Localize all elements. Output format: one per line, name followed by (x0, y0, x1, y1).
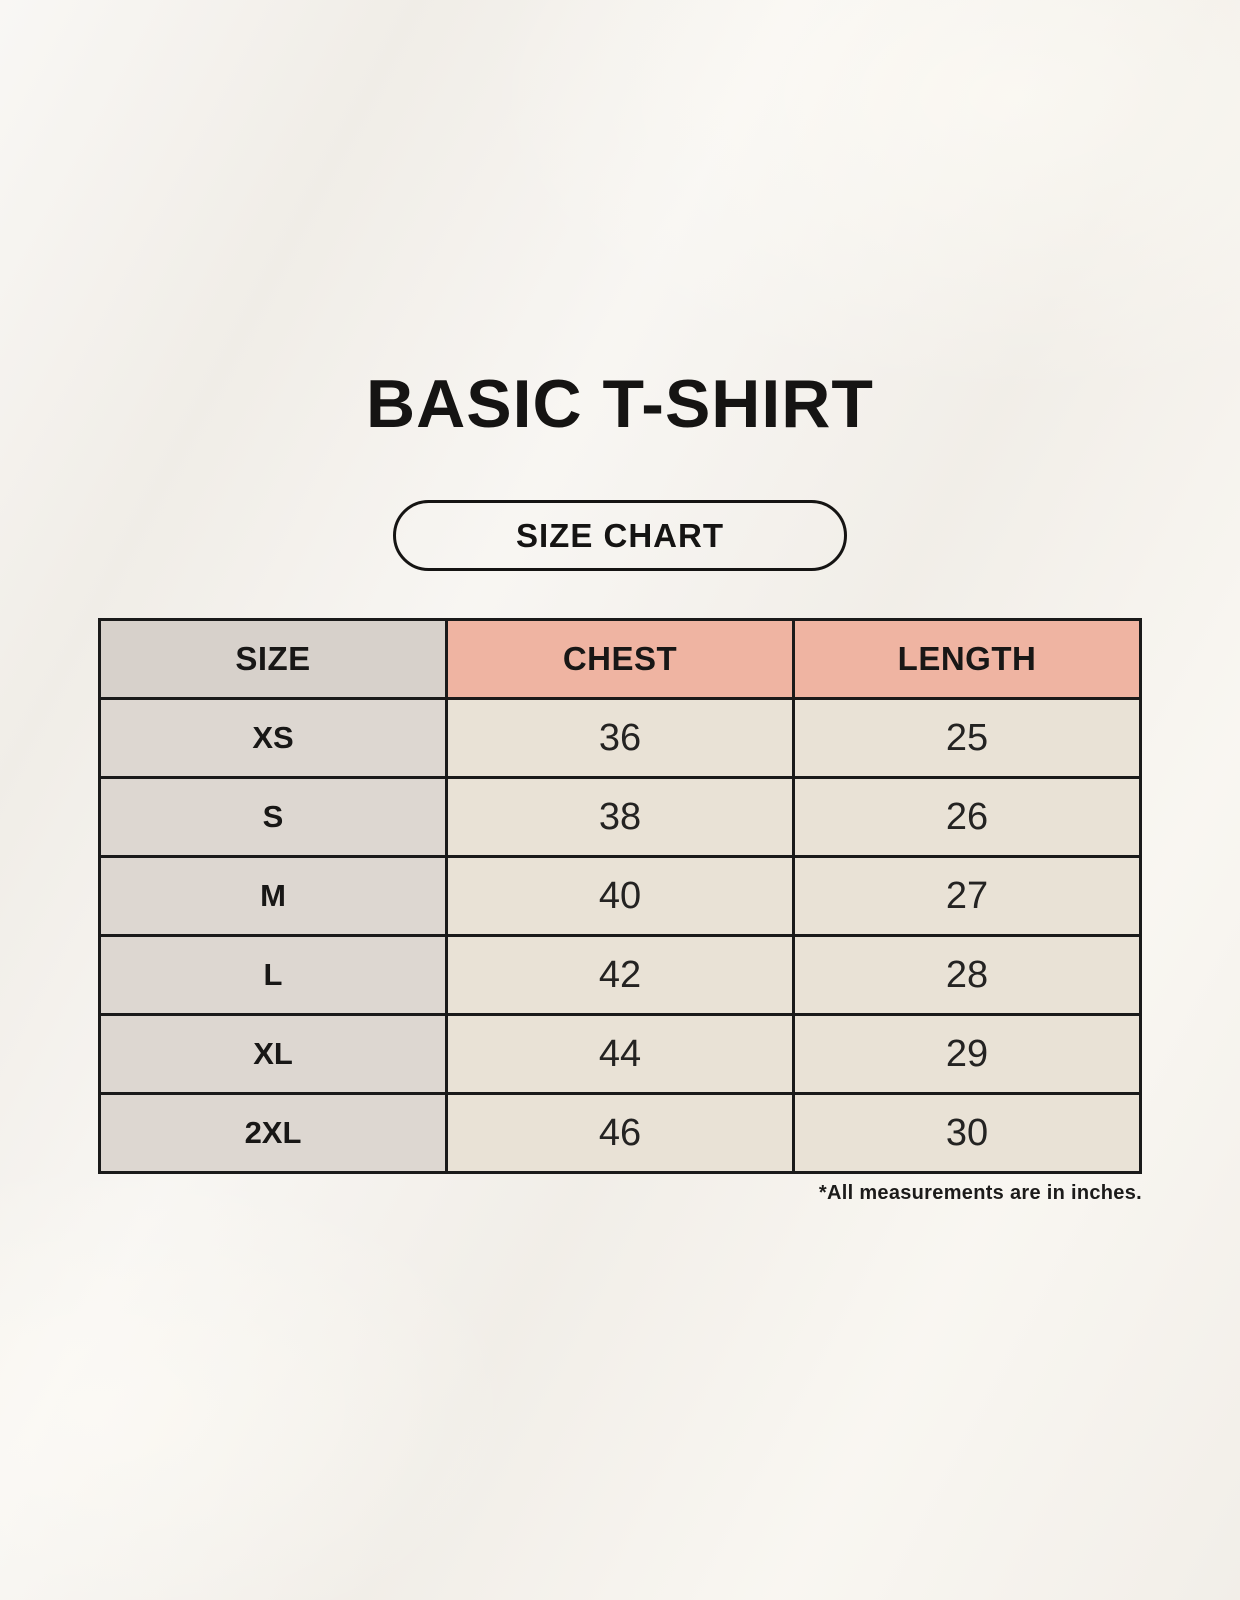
header-row: SIZE CHEST LENGTH (98, 618, 1142, 700)
table-row: 2XL 46 30 (98, 1092, 1142, 1174)
chest-value: 40 (445, 855, 795, 937)
chest-value: 38 (445, 776, 795, 858)
chest-value: 44 (445, 1013, 795, 1095)
chest-value: 46 (445, 1092, 795, 1174)
column-header-chest: CHEST (445, 618, 795, 700)
size-chart-table-container: SIZE CHEST LENGTH XS 36 25 S 38 26 M (98, 618, 1142, 1174)
length-value: 30 (792, 1092, 1142, 1174)
table-row: S 38 26 (98, 776, 1142, 858)
length-value: 28 (792, 934, 1142, 1016)
length-value: 27 (792, 855, 1142, 937)
column-header-length: LENGTH (792, 618, 1142, 700)
length-value: 29 (792, 1013, 1142, 1095)
table-header: SIZE CHEST LENGTH (98, 618, 1142, 700)
size-label: M (98, 855, 448, 937)
table-row: XS 36 25 (98, 697, 1142, 779)
size-label: L (98, 934, 448, 1016)
size-label: XL (98, 1013, 448, 1095)
size-label: 2XL (98, 1092, 448, 1174)
length-value: 26 (792, 776, 1142, 858)
table-row: XL 44 29 (98, 1013, 1142, 1095)
page-title: BASIC T-SHIRT (366, 366, 874, 442)
measurements-footnote: *All measurements are in inches. (818, 1182, 1142, 1204)
chest-value: 42 (445, 934, 795, 1016)
table-body: XS 36 25 S 38 26 M 40 27 L 42 28 (98, 697, 1142, 1174)
length-value: 25 (792, 697, 1142, 779)
size-chart-button[interactable]: SIZE CHART (393, 500, 847, 571)
size-label: S (98, 776, 448, 858)
table-row: M 40 27 (98, 855, 1142, 937)
chest-value: 36 (445, 697, 795, 779)
column-header-size: SIZE (98, 618, 448, 700)
table-row: L 42 28 (98, 934, 1142, 1016)
size-chart-table: SIZE CHEST LENGTH XS 36 25 S 38 26 M (98, 618, 1142, 1174)
size-label: XS (98, 697, 448, 779)
